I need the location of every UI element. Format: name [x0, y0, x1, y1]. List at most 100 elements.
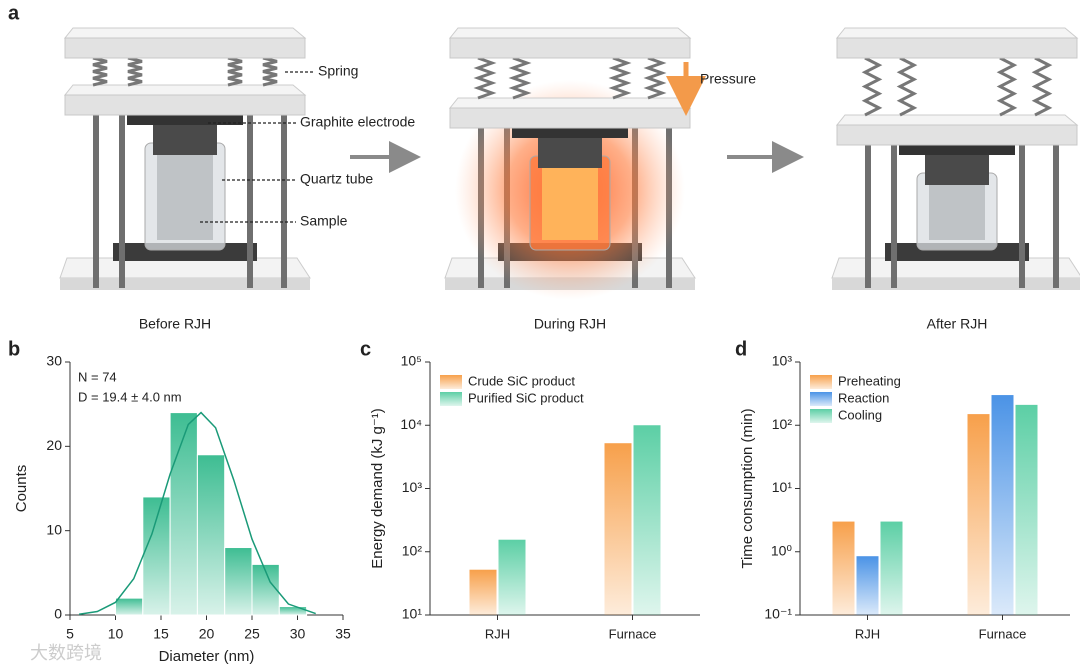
bar: [967, 414, 990, 615]
bar: [856, 556, 879, 615]
legend-label: Reaction: [838, 390, 889, 405]
bar: [169, 412, 198, 616]
plate: [448, 97, 692, 109]
bar: [498, 539, 526, 615]
rod: [281, 115, 287, 288]
watermark: 大数跨境: [30, 643, 102, 663]
bar: [142, 496, 171, 616]
legend-swatch: [810, 375, 832, 389]
spring: [861, 56, 883, 117]
y-tick-label: 10¹: [772, 479, 793, 495]
y-axis-title: Energy demand (kJ g⁻¹): [369, 408, 386, 568]
annotation: N = 74: [78, 369, 117, 384]
rod: [119, 115, 125, 288]
spring: [262, 56, 278, 87]
bar: [633, 425, 661, 615]
y-axis-title: Time consumption (min): [739, 408, 756, 568]
plate: [448, 27, 692, 39]
legend-swatch: [440, 375, 462, 389]
spring: [608, 56, 632, 100]
spring: [92, 56, 108, 87]
legend-label: Preheating: [838, 373, 901, 388]
y-axis-title: Counts: [13, 465, 30, 513]
legend-swatch: [440, 392, 462, 406]
plate: [449, 37, 691, 59]
rod: [1019, 145, 1025, 288]
bar: [880, 521, 903, 615]
x-tick-label: 25: [244, 626, 260, 642]
panel-label: c: [360, 338, 371, 360]
annotation: Spring: [318, 63, 358, 79]
panel-label: a: [8, 2, 20, 24]
bar: [278, 606, 308, 616]
rod: [93, 115, 99, 288]
electrode: [153, 125, 217, 155]
bar: [1015, 404, 1038, 615]
x-tick-label: 35: [335, 626, 351, 642]
y-tick-label: 10: [46, 521, 62, 537]
x-tick-label: 15: [153, 626, 169, 642]
legend-label: Crude SiC product: [468, 373, 575, 388]
panel-label: d: [735, 338, 747, 360]
y-tick-label: 10³: [772, 353, 793, 369]
spring: [473, 56, 497, 100]
caption: Before RJH: [139, 316, 211, 332]
x-tick-label: 10: [108, 626, 124, 642]
legend-swatch: [810, 392, 832, 406]
x-tick-label: 20: [199, 626, 215, 642]
y-tick-label: 10⁻¹: [764, 606, 792, 622]
plate: [64, 37, 306, 59]
caption: After RJH: [927, 316, 988, 332]
y-tick-label: 10⁵: [401, 353, 422, 369]
x-tick-label: Furnace: [979, 626, 1027, 641]
bar: [604, 443, 632, 615]
plate: [449, 107, 691, 129]
electrode: [925, 155, 989, 185]
bar: [115, 597, 144, 616]
y-tick-label: 10¹: [402, 606, 423, 622]
plate: [836, 37, 1078, 59]
annotation: Pressure: [700, 71, 756, 87]
sample: [929, 185, 985, 240]
y-tick-label: 10⁴: [400, 416, 422, 432]
y-tick-label: 10⁰: [771, 542, 793, 558]
legend-label: Purified SiC product: [468, 390, 584, 405]
spring: [996, 56, 1018, 117]
plate: [835, 27, 1079, 39]
y-tick-label: 10³: [402, 479, 423, 495]
y-tick-label: 30: [46, 353, 62, 369]
bar: [196, 454, 226, 616]
bar: [991, 395, 1014, 615]
rod: [891, 145, 897, 288]
x-axis-title: Diameter (nm): [159, 648, 255, 665]
spring: [896, 56, 918, 117]
bar: [469, 569, 497, 615]
rod: [865, 145, 871, 288]
x-tick-label: 5: [66, 626, 74, 642]
sample: [157, 155, 213, 240]
annotation: D = 19.4 ± 4.0 nm: [78, 389, 182, 404]
y-tick-label: 20: [46, 437, 62, 453]
x-tick-label: Furnace: [609, 626, 657, 641]
spring: [508, 56, 532, 100]
y-tick-label: 10²: [402, 542, 423, 558]
annotation: Graphite electrode: [300, 114, 415, 130]
rod: [247, 115, 253, 288]
plate: [63, 27, 307, 39]
bar: [224, 547, 253, 616]
x-tick-label: RJH: [855, 626, 880, 641]
caption: During RJH: [534, 316, 606, 332]
plate: [835, 114, 1079, 126]
electrode: [538, 138, 602, 168]
fit-curve: [78, 411, 316, 615]
rod: [1053, 145, 1059, 288]
y-tick-label: 10²: [772, 416, 793, 432]
bar: [832, 521, 855, 615]
illustration: [59, 27, 1080, 300]
spring: [1031, 56, 1053, 117]
spring: [127, 56, 143, 87]
annotation: Quartz tube: [300, 171, 373, 187]
x-tick-label: 30: [290, 626, 306, 642]
y-tick-label: 0: [54, 606, 62, 622]
annotation: Sample: [300, 213, 348, 229]
